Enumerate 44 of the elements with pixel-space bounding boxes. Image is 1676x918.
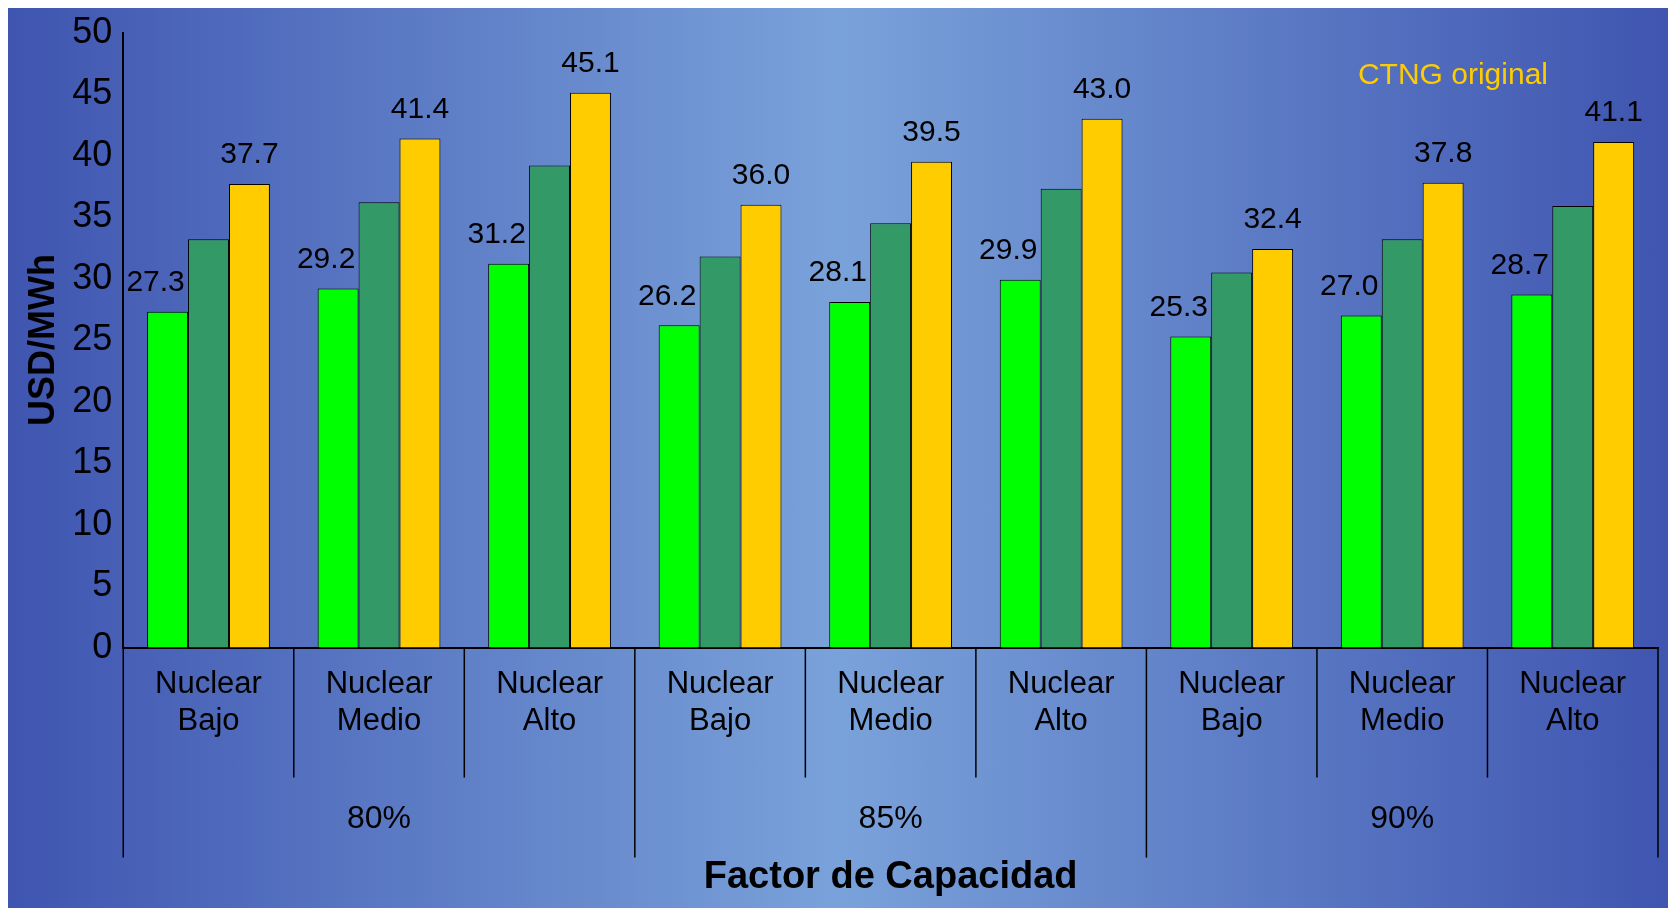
text: 90%: [1370, 799, 1435, 836]
data-label: 39.5: [902, 114, 961, 148]
text: 85%: [858, 799, 923, 836]
x-tick-label: Nuclear Bajo: [155, 664, 262, 737]
data-label: 29.9: [979, 232, 1038, 266]
y-tick-label: 0: [92, 624, 113, 666]
y-tick-label: 25: [72, 317, 113, 359]
data-label: 25.3: [1149, 288, 1208, 322]
data-label: 26.2: [637, 277, 697, 311]
data-label: 27.0: [1320, 267, 1379, 301]
text: 80%: [347, 799, 412, 836]
x-tick-label: Nuclear Bajo: [1178, 664, 1286, 737]
data-label: 45.1: [561, 45, 620, 79]
x-tick-label: Nuclear Medio: [837, 664, 945, 737]
x-tick-label: Nuclear Medio: [1348, 664, 1456, 737]
data-label: 28.1: [808, 254, 867, 288]
data-label: 27.3: [126, 264, 185, 298]
data-label: 29.2: [296, 240, 356, 274]
y-tick-label: 45: [72, 71, 113, 113]
y-tick-label: 15: [72, 440, 113, 482]
data-label: 31.2: [467, 216, 526, 250]
y-tick-label: 50: [72, 9, 113, 51]
data-label: 28.7: [1490, 246, 1549, 280]
y-tick-label: 20: [72, 378, 113, 420]
x-tick-label: Nuclear Alto: [496, 664, 603, 737]
data-label: 37.7: [220, 136, 279, 170]
data-label: 36.0: [731, 157, 791, 191]
y-tick-label: 30: [72, 255, 113, 297]
data-label: 32.4: [1243, 201, 1302, 235]
data-label: 37.8: [1413, 134, 1473, 168]
y-tick-label: 40: [72, 132, 113, 174]
x-tick-label: Nuclear Medio: [325, 664, 433, 737]
text: CTNG original: [1357, 56, 1548, 90]
data-label: 41.1: [1584, 94, 1643, 128]
x-tick-label: Nuclear Alto: [1519, 664, 1627, 737]
y-tick-label: 35: [72, 194, 113, 236]
data-label: 43.0: [1072, 70, 1132, 104]
x-axis-title: Factor de Capacidad: [703, 854, 1078, 897]
y-tick-label: 10: [72, 501, 113, 543]
data-label: 41.4: [390, 90, 450, 124]
x-tick-label: Nuclear Alto: [1007, 664, 1115, 737]
y-tick-label: 5: [92, 563, 113, 605]
x-tick-label: Nuclear Bajo: [666, 664, 774, 737]
y-axis-title: USD/MWh: [20, 254, 62, 427]
